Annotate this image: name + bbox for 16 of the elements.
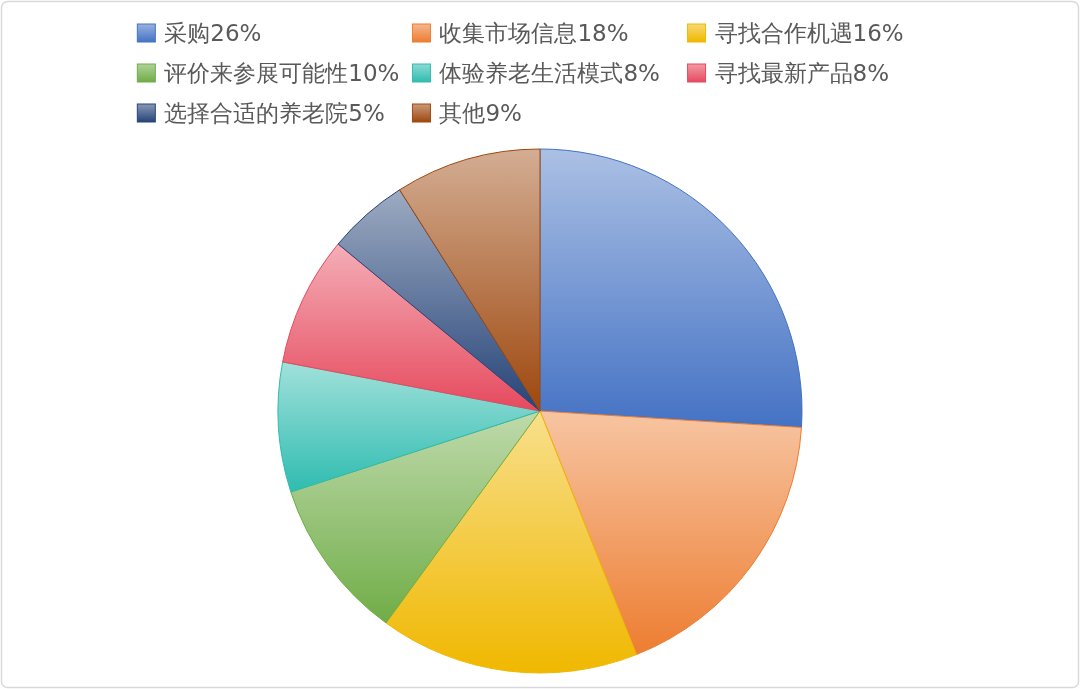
legend-label: 体验养老生活模式8%	[439, 60, 660, 86]
legend-label: 评价来参展可能性10%	[164, 60, 400, 86]
pie-slice	[278, 361, 541, 493]
legend-label: 收集市场信息18%	[439, 20, 629, 46]
legend-label: 其他9%	[439, 100, 522, 126]
pie-slice	[399, 148, 541, 412]
pie-slice	[385, 410, 637, 674]
legend-label: 寻找最新产品8%	[714, 60, 890, 86]
legend-label: 寻找合作机遇16%	[714, 20, 904, 46]
legend-label: 选择合适的养老院5%	[164, 100, 385, 126]
pie-slice	[539, 410, 802, 656]
legend-label: 采购26%	[164, 20, 262, 46]
pie-slice	[282, 243, 541, 412]
pie-slice	[539, 148, 802, 428]
pie-slice	[337, 189, 541, 412]
pie-slice	[290, 410, 541, 624]
